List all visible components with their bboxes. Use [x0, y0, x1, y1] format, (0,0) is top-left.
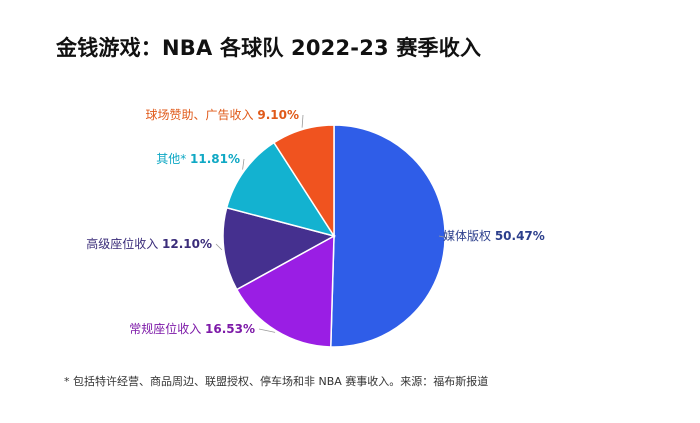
slice-category-2: 高级座位收入 — [86, 236, 162, 251]
pie-slice-2 — [222, 206, 337, 291]
slice-category-0: 媒体版权 — [443, 229, 495, 243]
leader-line-3 — [242, 158, 245, 170]
footnote: * 包括特许经营、商品周边、联盟授权、停车场和非 NBA 赛事收入。来源：福布斯… — [64, 375, 489, 388]
pie-slice-3 — [225, 141, 336, 238]
leader-line-2 — [215, 243, 223, 251]
slice-category-3: 其他* — [156, 152, 190, 166]
slice-category-1: 常规座位收入 — [129, 321, 205, 336]
slice-label-1: 常规座位收入 16.53% — [129, 321, 255, 336]
slice-label-2: 高级座位收入 12.10% — [86, 236, 212, 251]
slice-category-4: 球场赞助、广告收入 — [146, 108, 258, 122]
slice-label-4: 球场赞助、广告收入 9.10% — [146, 108, 299, 122]
pie-slice-1 — [235, 234, 335, 348]
leader-line-4 — [301, 114, 304, 128]
pie-slice-0 — [329, 124, 446, 348]
slice-label-0: 媒体版权 50.47% — [443, 229, 545, 243]
slice-value-1: 16.53% — [205, 322, 255, 336]
slice-value-0: 50.47% — [495, 229, 545, 243]
chart-title: 金钱游戏：NBA 各球队 2022-23 赛季收入 — [56, 36, 482, 60]
slice-value-2: 12.10% — [162, 237, 212, 251]
slice-value-3: 11.81% — [190, 152, 240, 166]
slice-value-4: 9.10% — [257, 108, 299, 122]
leader-line-0 — [438, 235, 448, 239]
slice-label-3: 其他* 11.81% — [156, 152, 240, 166]
pie-slice-4 — [272, 124, 335, 239]
leader-line-1 — [258, 328, 276, 333]
